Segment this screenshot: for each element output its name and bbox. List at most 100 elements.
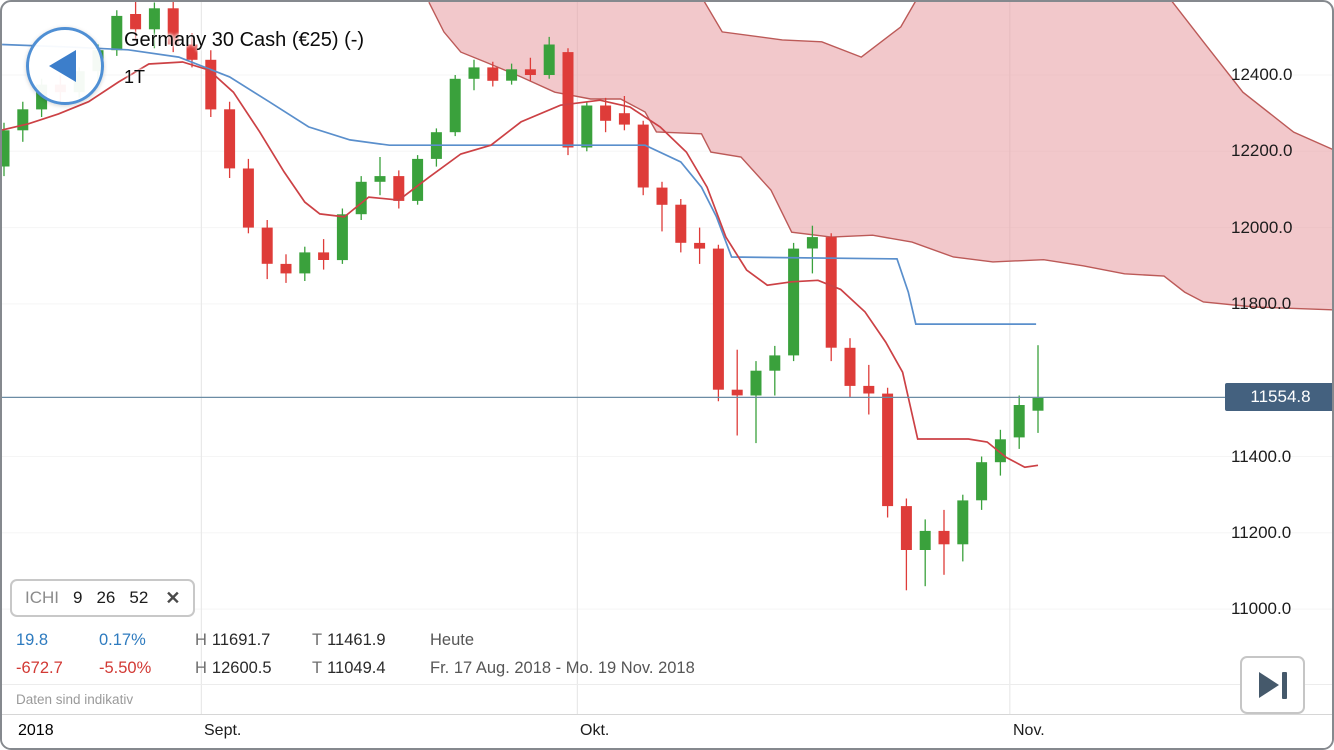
- candle-body: [656, 187, 668, 205]
- candle-body: [148, 8, 160, 30]
- month-label: Sept.: [204, 722, 242, 739]
- candle-body: [242, 168, 254, 228]
- range-change: -672.7: [16, 658, 63, 677]
- candle-body: [600, 105, 612, 121]
- disclaimer-text: Daten sind indikativ: [16, 692, 134, 707]
- price-tick-label: 12400.0: [1231, 65, 1293, 84]
- candle-body: [806, 237, 818, 249]
- instrument-title: Germany 30 Cash (€25) (-): [124, 29, 365, 51]
- candle-body: [130, 14, 142, 30]
- candle-body: [900, 506, 912, 550]
- indicator-param-1: 9: [73, 588, 83, 607]
- ichimoku-cloud: [428, 2, 1332, 310]
- close-icon[interactable]: ✕: [165, 587, 181, 608]
- candle-body: [186, 44, 198, 60]
- stats-divider: [2, 684, 1332, 685]
- candle-body: [581, 105, 593, 148]
- today-change-pct: 0.17%: [99, 630, 146, 649]
- candle-body: [1013, 405, 1025, 438]
- candle-body: [299, 252, 311, 274]
- candle-body: [919, 530, 931, 550]
- candle-body: [938, 530, 950, 545]
- indicator-param-3: 52: [129, 588, 149, 607]
- candle-body: [637, 124, 649, 188]
- range-low: T 11049.4: [312, 658, 386, 677]
- back-arrow-icon: [48, 50, 76, 82]
- candle-body: [863, 385, 875, 394]
- candle-body: [694, 242, 706, 249]
- candle-body: [844, 347, 856, 386]
- price-tick-label: 11400.0: [1231, 447, 1292, 466]
- candle-body: [412, 158, 424, 201]
- today-period-label: Heute: [430, 630, 475, 649]
- candle-body: [280, 263, 292, 274]
- candle-body: [882, 393, 894, 507]
- candle-body: [167, 8, 179, 45]
- candle-body: [976, 462, 988, 501]
- senkou-span-a-line: [428, 2, 1332, 311]
- price-tick-label: 11000.0: [1231, 599, 1292, 618]
- candle-body: [374, 176, 386, 182]
- candle-body: [618, 113, 630, 125]
- price-tick-label: 11800.0: [1231, 294, 1292, 313]
- candle-body: [769, 355, 781, 371]
- current-price-badge: 11554.8: [1225, 383, 1332, 411]
- price-tick-label: 12000.0: [1231, 218, 1293, 237]
- step-forward-icon: [1258, 672, 1279, 698]
- candle-body: [524, 69, 536, 75]
- candle-body: [562, 52, 574, 148]
- candle-body: [336, 214, 348, 261]
- candle-body: [994, 439, 1006, 463]
- candle-body: [449, 78, 461, 133]
- indicator-chip-ichi[interactable]: ICHI 9 26 52 ✕: [10, 579, 196, 617]
- month-label: Okt.: [580, 722, 610, 739]
- candle-body: [111, 15, 123, 51]
- candle-body: [957, 500, 969, 545]
- candle-body: [355, 181, 367, 215]
- step-forward-bar-icon: [1281, 671, 1287, 699]
- stats-row-today: 19.8 0.17% H 11691.7 T 11461.9 Heute: [2, 626, 862, 654]
- indicator-name: ICHI: [25, 588, 59, 607]
- candle-body: [712, 248, 724, 390]
- stats-panel: 19.8 0.17% H 11691.7 T 11461.9 Heute -672.…: [2, 626, 862, 682]
- today-high: H 11691.7: [195, 630, 271, 649]
- candle-body: [224, 109, 236, 169]
- date-axis[interactable]: 2018 Sept. Okt. Nov.: [2, 715, 1332, 748]
- candle-body: [17, 109, 29, 131]
- skip-to-end-button[interactable]: [1240, 656, 1305, 714]
- candle-body: [205, 59, 217, 110]
- candle-body: [731, 389, 743, 396]
- candle-body: [506, 69, 518, 81]
- candle-body: [788, 248, 800, 356]
- candle-body: [1032, 397, 1044, 411]
- stats-row-range: -672.7 -5.50% H 12600.5 T 11049.4 Fr. 17 A…: [2, 654, 862, 682]
- month-label: Nov.: [1013, 722, 1045, 739]
- tenkan-line: [2, 61, 1039, 469]
- today-low: T 11461.9: [312, 630, 386, 649]
- kijun-line: [2, 43, 1037, 325]
- candle-body: [318, 252, 330, 260]
- candle-body: [675, 204, 687, 243]
- candle-body: [750, 370, 762, 396]
- back-button[interactable]: [26, 27, 104, 105]
- price-tick-label: 12200.0: [1231, 141, 1293, 160]
- candle-body: [825, 237, 837, 348]
- candle-body: [261, 227, 273, 264]
- candle-body: [468, 67, 480, 79]
- candle-body: [393, 176, 405, 201]
- indicator-param-2: 26: [96, 588, 116, 607]
- candle-body: [2, 130, 10, 167]
- range-period-label: Fr. 17 Aug. 2018 - Mo. 19 Nov. 2018: [430, 658, 695, 677]
- range-change-pct: -5.50%: [99, 658, 152, 677]
- range-high: H 12600.5: [195, 658, 272, 677]
- year-label: 2018: [18, 722, 54, 739]
- senkou-span-b-line: [703, 2, 1332, 150]
- axis-divider: [2, 714, 1332, 715]
- today-change: 19.8: [16, 630, 49, 649]
- price-tick-label: 11200.0: [1231, 523, 1292, 542]
- candle-body: [487, 67, 499, 81]
- timeframe-selector[interactable]: 1T: [124, 67, 146, 87]
- candle-body: [543, 44, 555, 75]
